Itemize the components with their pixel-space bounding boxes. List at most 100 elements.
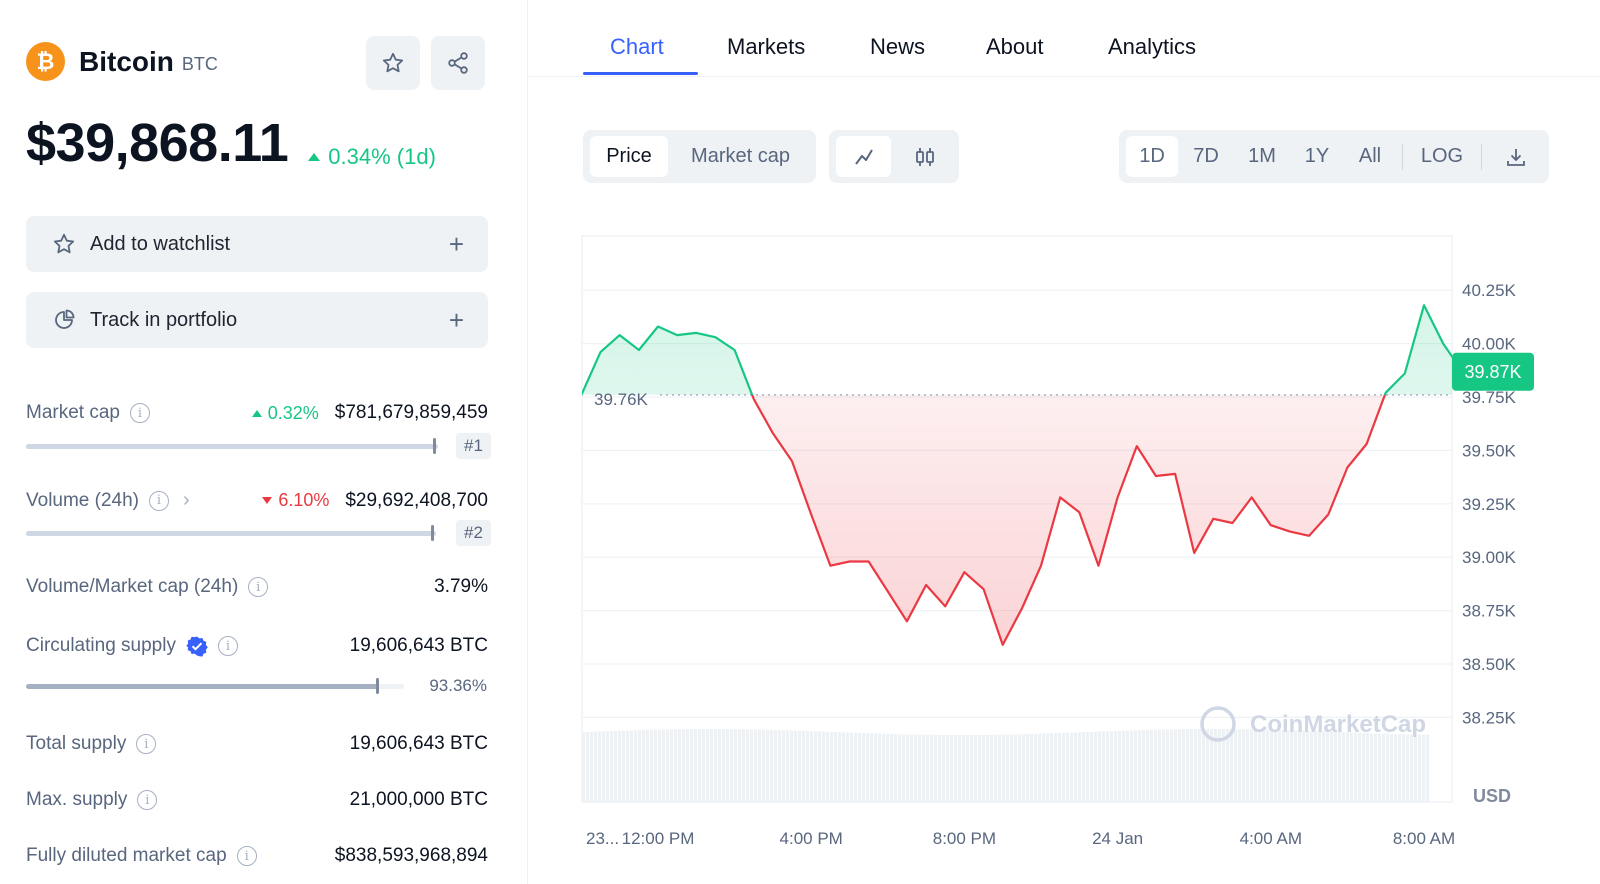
info-icon[interactable]: i	[136, 734, 157, 754]
volume-bar	[714, 729, 718, 802]
volume-bar	[1154, 729, 1158, 802]
range-1m-button[interactable]: 1M	[1248, 145, 1276, 167]
volume-bar	[1086, 731, 1090, 802]
volume-row: Volume (24h) i › 6.10% $29,692,408,700	[26, 489, 488, 512]
info-icon[interactable]: i	[236, 846, 257, 866]
volume-bar	[1258, 729, 1262, 802]
volume-bar	[598, 731, 602, 802]
volume-bar	[898, 734, 902, 802]
volume-bar	[666, 729, 670, 802]
range-7d-button[interactable]: 7D	[1193, 145, 1219, 167]
info-icon[interactable]: i	[129, 403, 150, 423]
volume-bar	[1306, 730, 1310, 802]
log-scale-button[interactable]: LOG	[1420, 145, 1464, 167]
volume-bar	[1070, 732, 1074, 802]
price-lines: 39.76K 39.87K	[582, 304, 1534, 646]
track-portfolio-button[interactable]: Track in portfolio +	[26, 292, 488, 348]
add-to-watchlist-button[interactable]: Add to watchlist +	[26, 216, 488, 272]
volume-bar	[1074, 732, 1078, 802]
volume-bar	[922, 734, 926, 802]
price-toggle-button[interactable]: Price	[590, 136, 668, 177]
tab-analytics[interactable]: Analytics	[1108, 34, 1197, 59]
volume-bar	[1274, 729, 1278, 802]
total-supply-row: Total supply i 19,606,643 BTC	[26, 733, 488, 755]
volume-bar	[654, 729, 658, 802]
volume-bar	[1050, 733, 1054, 802]
volume-bar	[1230, 729, 1234, 802]
fully-diluted-label: Fully diluted market cap	[26, 845, 227, 866]
x-tick-label: 12:00 PM	[622, 829, 695, 848]
volume-bar	[830, 731, 834, 802]
volume-mcap-value: 3.79%	[434, 576, 488, 597]
line-chart-button[interactable]	[836, 136, 891, 177]
volume-bar	[1294, 730, 1298, 802]
volume-bar	[994, 734, 998, 802]
info-icon[interactable]: i	[217, 636, 238, 656]
tab-about[interactable]: About	[986, 34, 1044, 59]
market-cap-row: Market cap i 0.32% $781,679,859,459	[26, 402, 488, 424]
volume-bar	[1402, 734, 1406, 802]
volume-bar	[730, 729, 734, 802]
info-icon[interactable]: i	[137, 790, 158, 810]
range-1y-button[interactable]: 1Y	[1304, 145, 1330, 167]
volume-bar	[1090, 731, 1094, 802]
market-cap-toggle-button[interactable]: Market cap	[691, 145, 790, 167]
info-icon[interactable]: i	[149, 490, 170, 511]
range-all-button[interactable]: All	[1358, 145, 1382, 167]
volume-bar	[762, 729, 766, 802]
volume-bar	[690, 729, 694, 802]
volume-bar	[794, 730, 798, 802]
tab-chart[interactable]: Chart	[610, 34, 664, 59]
y-tick-label: 39.50K	[1462, 441, 1517, 460]
coinmarketcap-logo-icon	[1200, 706, 1236, 742]
favorite-button[interactable]	[366, 36, 420, 90]
tab-markets[interactable]: Markets	[727, 34, 806, 59]
download-button[interactable]	[1490, 136, 1542, 177]
volume-bar	[834, 732, 838, 802]
volume-bar	[1102, 731, 1106, 802]
volume-bar	[1286, 730, 1290, 802]
volume-bar	[850, 732, 854, 802]
volume-bar	[1386, 733, 1390, 802]
volume-bar	[1290, 730, 1294, 802]
volume-bar	[1134, 730, 1138, 802]
range-1d-button[interactable]: 1D	[1126, 136, 1178, 177]
volume-bar	[838, 732, 842, 802]
volume-bar	[702, 729, 706, 802]
volume-bar	[1234, 729, 1238, 802]
baseline-label: 39.76K	[594, 390, 649, 409]
volume-bar	[1310, 731, 1314, 802]
candlestick-button[interactable]	[897, 136, 952, 177]
verified-badge-icon	[186, 636, 208, 657]
volume-bar	[938, 734, 942, 802]
volume-bar	[770, 729, 774, 802]
share-button[interactable]	[431, 36, 485, 90]
market-cap-bar	[26, 444, 438, 449]
price-areas	[582, 305, 1452, 645]
volume-bar	[1410, 734, 1414, 802]
volume-bar	[1254, 729, 1258, 802]
volume-bar	[1138, 730, 1142, 802]
volume-bar	[614, 730, 618, 802]
volume-bar	[906, 734, 910, 802]
volume-bar	[1330, 731, 1334, 802]
divider	[1481, 144, 1482, 170]
market-cap-change-text: 0.32%	[267, 402, 319, 423]
volume-bar	[1030, 733, 1034, 802]
plus-icon: +	[448, 304, 464, 335]
volume-bar	[1370, 733, 1374, 802]
volume-bar	[1098, 731, 1102, 802]
info-icon[interactable]: i	[248, 577, 269, 597]
volume-bar	[1126, 730, 1130, 802]
y-tick-label: 40.00K	[1462, 335, 1517, 354]
price-change-text: 0.34% (1d)	[328, 144, 436, 169]
metric-toggle: Price Market cap	[583, 130, 816, 183]
volume-bar	[1394, 733, 1398, 802]
volume-bar	[1082, 732, 1086, 802]
chevron-right-icon[interactable]: ›	[183, 489, 190, 511]
y-tick-label: 38.50K	[1462, 655, 1517, 674]
tab-news[interactable]: News	[870, 34, 926, 59]
price-change: 0.34% (1d)	[308, 144, 436, 170]
volume-bar	[1378, 733, 1382, 802]
